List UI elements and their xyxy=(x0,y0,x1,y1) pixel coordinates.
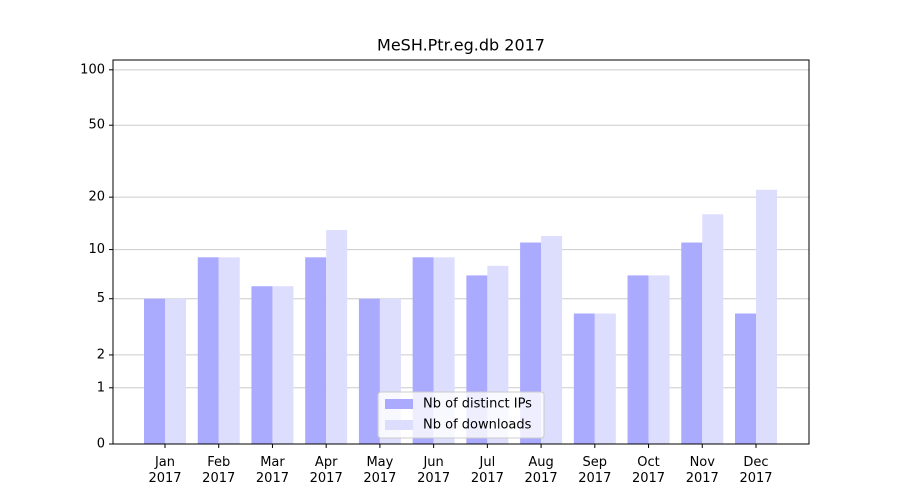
bar xyxy=(735,313,756,444)
x-tick-label: Nov 2017 xyxy=(686,455,719,486)
bar xyxy=(272,286,294,444)
bar xyxy=(681,242,703,444)
bar xyxy=(573,313,595,444)
x-tick-label: May 2017 xyxy=(363,455,396,486)
x-tick-label: Jun 2017 xyxy=(417,455,450,486)
x-tick-label: Feb 2017 xyxy=(202,455,235,486)
y-tick-label: 1 xyxy=(97,380,105,395)
y-tick-label: 5 xyxy=(97,291,105,306)
bar xyxy=(165,298,186,444)
y-tick-label: 20 xyxy=(88,190,105,205)
x-tick-label: Apr 2017 xyxy=(310,455,343,486)
bar xyxy=(218,257,240,444)
x-tick-label: Sep 2017 xyxy=(578,455,611,486)
bar xyxy=(144,298,165,444)
plot-frame xyxy=(112,59,810,445)
bar xyxy=(594,313,616,444)
y-tick-label: 50 xyxy=(88,118,105,133)
bar xyxy=(358,298,380,444)
legend-swatch xyxy=(385,399,413,409)
y-tick-label: 100 xyxy=(80,62,105,77)
legend-swatch xyxy=(385,420,413,430)
bar xyxy=(305,257,327,444)
legend-box xyxy=(377,391,545,439)
x-tick-label: Mar 2017 xyxy=(256,455,289,486)
y-tick-label: 0 xyxy=(97,437,105,452)
x-tick-label: Dec 2017 xyxy=(739,455,772,486)
legend: Nb of distinct IPs Nb of downloads xyxy=(377,391,545,439)
legend-label: Nb of downloads xyxy=(423,418,532,433)
x-tick-label: Jan 2017 xyxy=(148,455,181,486)
x-tick-label: Aug 2017 xyxy=(525,455,558,486)
y-tick-label: 10 xyxy=(88,242,105,257)
chart-title: MeSH.Ptr.eg.db 2017 xyxy=(377,36,545,55)
bar xyxy=(197,257,219,444)
y-tick-label: 2 xyxy=(97,347,105,362)
bar xyxy=(756,189,777,444)
bar xyxy=(702,214,724,444)
x-tick-label: Jul 2017 xyxy=(471,455,504,486)
bar xyxy=(648,275,670,444)
bar xyxy=(627,275,649,444)
bar xyxy=(326,230,348,444)
x-tick-label: Oct 2017 xyxy=(632,455,665,486)
bar xyxy=(251,286,273,444)
legend-label: Nb of distinct IPs xyxy=(423,397,532,412)
bar xyxy=(541,236,563,444)
